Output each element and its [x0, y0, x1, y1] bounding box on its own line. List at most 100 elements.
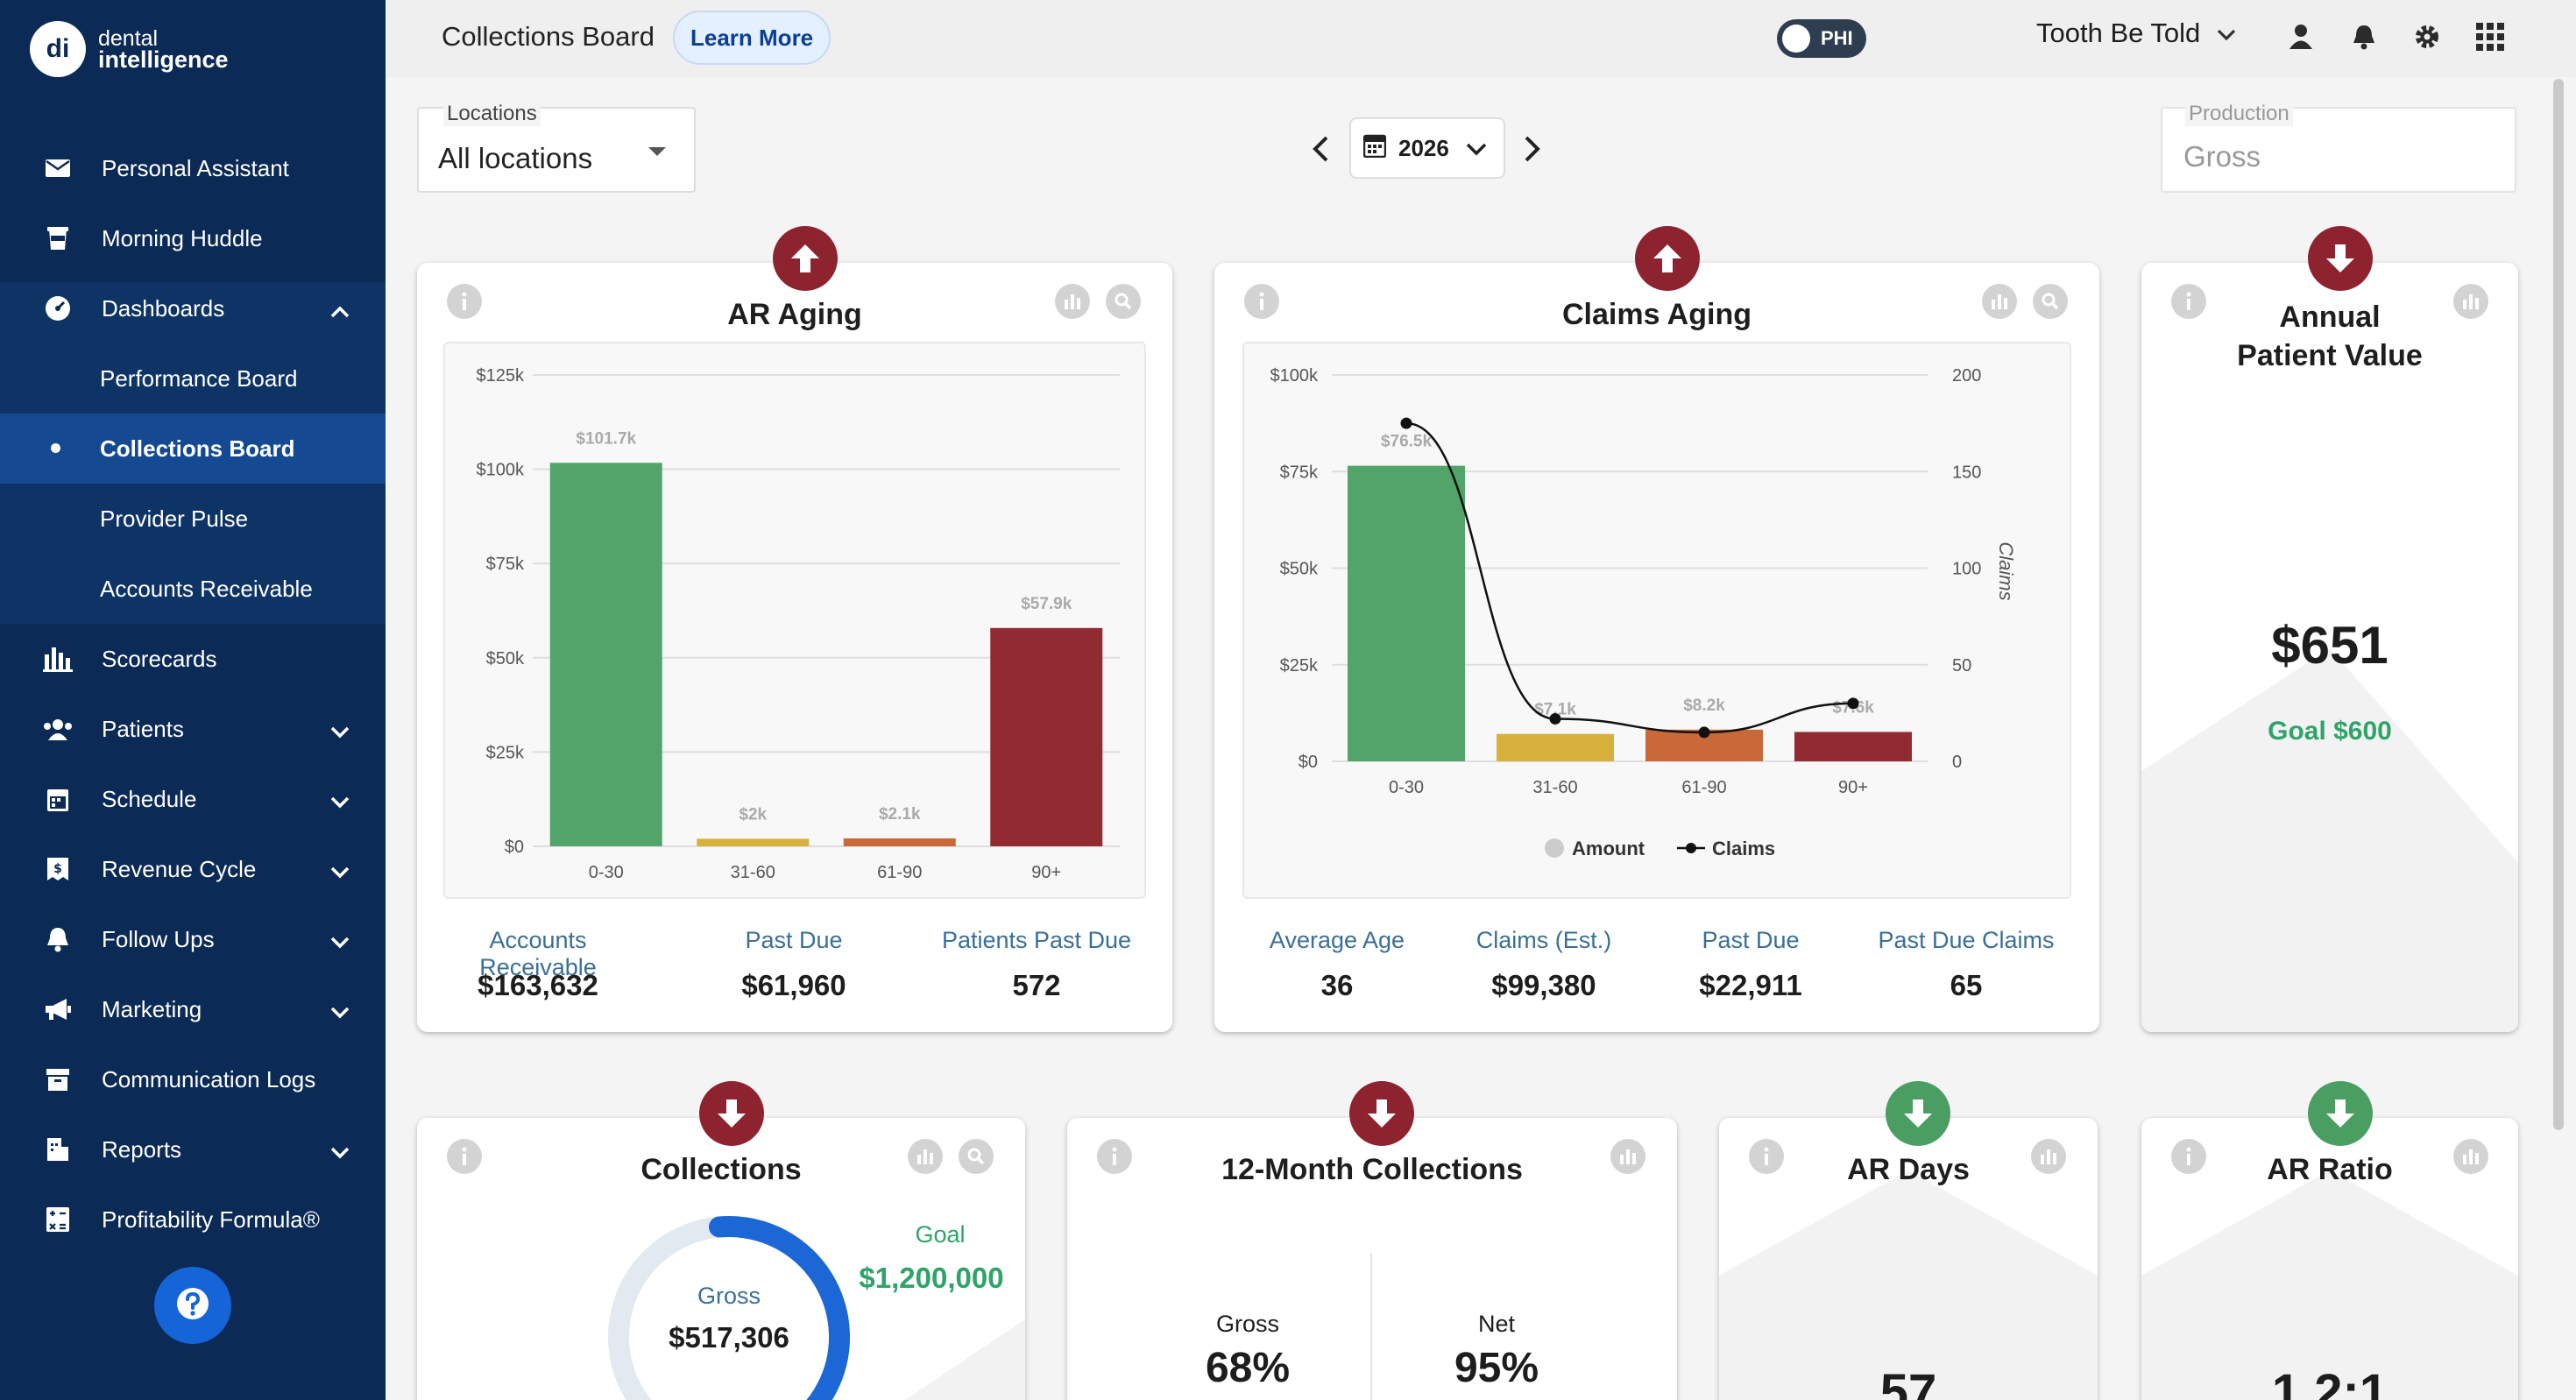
apv-value: $651 [2271, 616, 2388, 675]
claims-line [1405, 421, 1854, 734]
background-shape [2141, 1170, 2518, 1400]
data-label: $7.1k [1534, 701, 1576, 719]
user-icon[interactable] [2283, 19, 2318, 54]
collections-card: Collections Gross $517,306 Goal $1,200,0… [417, 1118, 1025, 1400]
divider [1370, 1253, 1372, 1400]
arrow-down-icon [1349, 1081, 1414, 1146]
practice-selector[interactable]: Tooth Be Told [2036, 18, 2237, 49]
year-selector[interactable]: 2026 [1349, 117, 1505, 179]
stat-value: $99,380 [1491, 969, 1596, 1001]
help-button[interactable] [154, 1267, 231, 1344]
nav-revenue-cycle[interactable]: $ Revenue Cycle [0, 834, 386, 904]
chevron-down-icon [329, 718, 350, 746]
nav-dashboards[interactable]: Dashboards [0, 273, 386, 343]
arrow-up-icon [773, 226, 838, 291]
card-title: Collections [640, 1153, 802, 1186]
bar [1794, 732, 1912, 761]
money-icon: $ [42, 853, 74, 885]
info-icon[interactable] [2171, 1139, 2206, 1174]
bell-icon [42, 923, 74, 955]
ar-ratio-value: 1.2:1 [2271, 1364, 2388, 1400]
page-title: Collections Board [442, 21, 655, 52]
info-icon[interactable] [1749, 1139, 1784, 1174]
ar-ratio-card: AR Ratio 1.2:1 [2141, 1118, 2518, 1400]
stat-value: 572 [1012, 969, 1061, 1001]
stat-label: Patients Past Due [941, 927, 1132, 953]
envelope-icon [42, 152, 74, 184]
data-label: $8.2k [1683, 696, 1725, 715]
goal-value: $1,200,000 [859, 1262, 1004, 1294]
search-icon[interactable] [959, 1139, 994, 1174]
search-icon[interactable] [1106, 284, 1141, 319]
info-icon[interactable] [1097, 1139, 1132, 1174]
chart-toggle-icon[interactable] [1055, 284, 1090, 319]
claims-aging-chart: $0 0 $25k 50 $50k 100 $75k 150 $100k 200 Claims $76… [1270, 366, 2018, 859]
card-title: 12-Month Collections [1221, 1153, 1523, 1186]
data-label: $101.7k [576, 429, 636, 448]
y-tick-label: $0 [505, 838, 524, 857]
active-dot [51, 443, 60, 453]
nav-provider-pulse[interactable]: Provider Pulse [100, 505, 249, 532]
collections-donut [608, 1216, 850, 1400]
card-title: Annual Patient Value [2237, 301, 2423, 372]
phi-toggle[interactable]: PHI [1777, 19, 1866, 58]
y2-tick-label: 200 [1952, 366, 1981, 385]
learn-more-button[interactable]: Learn More [673, 11, 832, 65]
nav-personal-assistant[interactable]: Personal Assistant [0, 133, 386, 203]
nav-communication-logs[interactable]: Communication Logs [0, 1044, 386, 1114]
apps-grid-icon[interactable] [2473, 19, 2508, 54]
caret-down-icon [648, 147, 666, 156]
background-shape [904, 1319, 1025, 1400]
bar [549, 463, 662, 846]
arrow-down-icon [1886, 1081, 1950, 1146]
claims-aging-card: Claims Aging $0 0 $25k 50 $50k 100 $75k 150 $100… [1214, 263, 2099, 1032]
next-year-button[interactable] [1523, 135, 1542, 167]
nav-collections-board[interactable]: Collections Board [0, 414, 386, 484]
chart-toggle-icon[interactable] [2453, 284, 2488, 319]
top-bar: Collections Board Learn More PHI Tooth B… [386, 0, 2576, 77]
gross-value: 68% [1205, 1345, 1291, 1391]
bell-icon[interactable] [2346, 19, 2381, 54]
data-label: $2k [739, 805, 767, 824]
prev-year-button[interactable] [1311, 135, 1330, 167]
calendar-icon [42, 783, 74, 815]
logo[interactable]: di dental intelligence [30, 21, 229, 77]
nav-morning-huddle[interactable]: Morning Huddle [0, 203, 386, 273]
nav-scorecards[interactable]: Scorecards [0, 624, 386, 694]
report-icon [42, 1134, 74, 1165]
x-tick-label: 31-60 [731, 863, 775, 882]
collections-progress-arc [608, 1216, 850, 1400]
info-icon[interactable] [447, 1139, 482, 1174]
y2-tick-label: 150 [1952, 463, 1981, 482]
gear-icon[interactable] [2410, 19, 2445, 54]
nav-marketing[interactable]: Marketing [0, 974, 386, 1044]
goal-label: Goal [915, 1221, 966, 1248]
y2-tick-label: 0 [1952, 753, 1962, 772]
locations-select[interactable]: Locations All locations [417, 102, 696, 193]
chart-toggle-icon[interactable] [908, 1139, 943, 1174]
production-select[interactable]: Production Gross [2161, 102, 2516, 193]
nav-schedule[interactable]: Schedule [0, 764, 386, 834]
info-icon[interactable] [1244, 284, 1279, 319]
stat-label: Average Age [1269, 927, 1405, 953]
x-tick-label: 61-90 [1681, 778, 1726, 797]
chart-toggle-icon[interactable] [1610, 1139, 1645, 1174]
info-icon[interactable] [447, 284, 482, 319]
nav-profitability-formula[interactable]: Profitability Formula® [0, 1184, 386, 1255]
search-icon[interactable] [2033, 284, 2068, 319]
y-tick-label: $25k [486, 743, 525, 762]
nav-follow-ups[interactable]: Follow Ups [0, 904, 386, 974]
chevron-up-icon [329, 298, 350, 325]
chart-toggle-icon[interactable] [2453, 1139, 2488, 1174]
info-icon[interactable] [2171, 284, 2206, 319]
nav-performance-board[interactable]: Performance Board [100, 364, 298, 392]
bar [990, 627, 1103, 846]
ar-aging-card: AR Aging $0 $25k $50k $75k $100k $125k $101.7k… [417, 263, 1172, 1032]
nav-accounts-receivable[interactable]: Accounts Receivable [100, 575, 313, 602]
nav-reports[interactable]: Reports [0, 1114, 386, 1184]
chart-toggle-icon[interactable] [1982, 284, 2017, 319]
nav-patients[interactable]: Patients [0, 694, 386, 764]
chart-toggle-icon[interactable] [2031, 1139, 2066, 1174]
twelve-month-collections-card: 12-Month Collections Gross 68% Net 95% [1067, 1118, 1677, 1400]
scrollbar[interactable] [2553, 79, 2564, 1130]
